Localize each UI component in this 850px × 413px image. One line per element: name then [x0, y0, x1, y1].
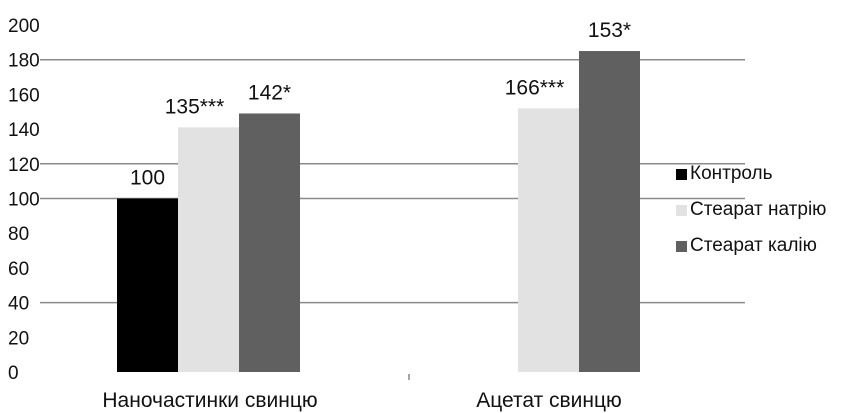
- y-tick-label: 60: [8, 259, 29, 280]
- data-label: 135***: [165, 95, 225, 118]
- y-tick-label: 20: [8, 328, 29, 349]
- data-label: 153*: [588, 19, 631, 42]
- data-label: 142*: [248, 81, 291, 104]
- y-tick-label: 100: [8, 190, 40, 211]
- x-category-label: Ацетат свинцю: [476, 389, 622, 412]
- y-tick-label: 140: [8, 120, 40, 141]
- data-label: 166***: [505, 76, 565, 99]
- y-tick-label: 160: [8, 85, 40, 106]
- y-tick-label: 120: [8, 155, 40, 176]
- y-tick-label: 80: [8, 224, 29, 245]
- legend-item-sodium-stearate: Стеарат натрію: [676, 200, 850, 220]
- legend-swatch-control: [676, 169, 687, 180]
- y-tick-label: 180: [8, 51, 40, 72]
- legend-swatch-sodium-stearate: [676, 205, 687, 216]
- legend-label-potassium-stearate: Стеарат калію: [690, 235, 817, 256]
- legend-item-control: Контроль: [676, 164, 850, 184]
- data-label: 100: [130, 167, 165, 190]
- bar: [518, 108, 579, 372]
- bars: [117, 51, 640, 373]
- bar: [239, 113, 300, 373]
- legend-swatch-potassium-stearate: [676, 241, 687, 252]
- legend-label-sodium-stearate: Стеарат натрію: [690, 199, 827, 220]
- bar: [579, 51, 640, 373]
- legend: Контроль Стеарат натрію Стеарат калію: [676, 164, 850, 272]
- data-labels: 100 135*** 142* 166*** 153*: [130, 19, 631, 189]
- bar: [117, 198, 178, 372]
- bar: [178, 127, 239, 373]
- y-tick-label: 200: [8, 16, 40, 37]
- y-tick-label: 40: [8, 294, 29, 315]
- legend-label-control: Контроль: [690, 163, 773, 184]
- legend-item-potassium-stearate: Стеарат калію: [676, 236, 850, 256]
- x-category-label: Наночастинки свинцю: [102, 389, 317, 412]
- y-tick-label: 0: [8, 363, 19, 384]
- x-axis-category-labels: Наночастинки свинцю Ацетат свинцю: [102, 389, 621, 412]
